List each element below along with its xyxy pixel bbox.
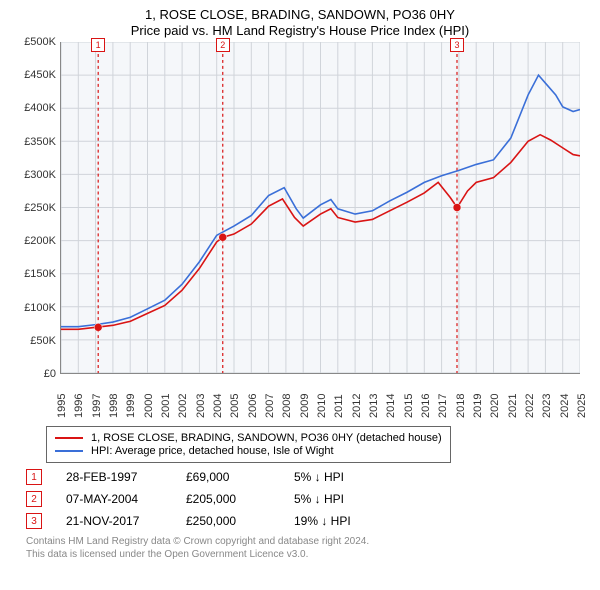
sale-date: 07-MAY-2004 (66, 492, 162, 506)
x-axis-labels: 1995199619971998199920002001200220032004… (60, 374, 580, 422)
x-tick-label: 2008 (281, 394, 283, 418)
x-tick-label: 2018 (455, 394, 457, 418)
x-tick-label: 2000 (143, 394, 145, 418)
sale-row: 1 28-FEB-1997 £69,000 5% ↓ HPI (26, 469, 582, 485)
footer-line2: This data is licensed under the Open Gov… (26, 548, 582, 561)
y-tick-label: £150K (24, 268, 56, 280)
legend-label-hpi: HPI: Average price, detached house, Isle… (91, 445, 334, 457)
y-axis-labels: £0£50K£100K£150K£200K£250K£300K£350K£400… (12, 42, 56, 374)
x-tick-label: 2005 (229, 394, 231, 418)
sale-row: 2 07-MAY-2004 £205,000 5% ↓ HPI (26, 491, 582, 507)
chart-container: £0 £50K £100K £150K £200K £250K £300K £350K £400… (12, 42, 588, 422)
x-tick-label: 2009 (299, 394, 301, 418)
x-tick-label: 2002 (177, 394, 179, 418)
legend-row-hpi: HPI: Average price, detached house, Isle… (55, 445, 442, 457)
sale-marker-box: 3 (450, 38, 464, 52)
x-tick-label: 2014 (385, 394, 387, 418)
sale-price: £205,000 (186, 492, 270, 506)
sale-delta: 19% ↓ HPI (294, 514, 351, 528)
y-tick-label: £400K (24, 102, 56, 114)
y-tick-label: £450K (24, 69, 56, 81)
chart-title-line1: 1, ROSE CLOSE, BRADING, SANDOWN, PO36 0H… (12, 6, 588, 23)
x-tick-label: 2013 (368, 394, 370, 418)
sale-price: £69,000 (186, 470, 270, 484)
x-tick-label: 2022 (524, 394, 526, 418)
sale-row: 3 21-NOV-2017 £250,000 19% ↓ HPI (26, 513, 582, 529)
x-tick-label: 1995 (56, 394, 58, 418)
legend-row-property: 1, ROSE CLOSE, BRADING, SANDOWN, PO36 0H… (55, 432, 442, 444)
x-tick-label: 2012 (351, 394, 353, 418)
y-tick-label: £500K (24, 36, 56, 48)
legend: 1, ROSE CLOSE, BRADING, SANDOWN, PO36 0H… (46, 426, 451, 463)
x-tick-label: 2024 (559, 394, 561, 418)
legend-swatch-blue (55, 450, 83, 452)
x-tick-label: 1999 (125, 394, 127, 418)
sale-delta: 5% ↓ HPI (294, 470, 344, 484)
sale-price: £250,000 (186, 514, 270, 528)
y-tick-label: £250K (24, 202, 56, 214)
x-tick-label: 2017 (437, 394, 439, 418)
x-tick-label: 1996 (73, 394, 75, 418)
x-tick-label: 2020 (489, 394, 491, 418)
x-tick-label: 1998 (108, 394, 110, 418)
chart-svg (61, 42, 580, 373)
sale-index-box: 2 (26, 491, 42, 507)
sale-delta: 5% ↓ HPI (294, 492, 344, 506)
y-tick-label: £200K (24, 235, 56, 247)
footer: Contains HM Land Registry data © Crown c… (26, 535, 582, 561)
plot-area: 123 (60, 42, 580, 374)
footer-line1: Contains HM Land Registry data © Crown c… (26, 535, 582, 548)
sale-index-box: 3 (26, 513, 42, 529)
chart-title-line2: Price paid vs. HM Land Registry's House … (12, 23, 588, 38)
sales-table: 1 28-FEB-1997 £69,000 5% ↓ HPI 2 07-MAY-2004 £… (26, 469, 582, 529)
x-tick-label: 2011 (333, 394, 335, 418)
x-tick-label: 2001 (160, 394, 162, 418)
x-tick-label: 2016 (420, 394, 422, 418)
y-tick-label: £100K (24, 302, 56, 314)
x-tick-label: 2006 (247, 394, 249, 418)
x-tick-label: 2015 (403, 394, 405, 418)
y-tick-label: £300K (24, 169, 56, 181)
x-tick-label: 2003 (195, 394, 197, 418)
y-tick-label: £350K (24, 136, 56, 148)
x-tick-label: 1997 (91, 394, 93, 418)
x-tick-label: 2019 (472, 394, 474, 418)
sale-date: 21-NOV-2017 (66, 514, 162, 528)
x-tick-label: 2021 (507, 394, 509, 418)
sale-marker-box: 1 (91, 38, 105, 52)
y-tick-label: £0 (44, 368, 56, 380)
x-tick-label: 2023 (541, 394, 543, 418)
sale-date: 28-FEB-1997 (66, 470, 162, 484)
legend-swatch-red (55, 437, 83, 439)
sale-index-box: 1 (26, 469, 42, 485)
x-tick-label: 2010 (316, 394, 318, 418)
legend-label-property: 1, ROSE CLOSE, BRADING, SANDOWN, PO36 0H… (91, 432, 442, 444)
x-tick-label: 2025 (576, 394, 578, 418)
x-tick-label: 2004 (212, 394, 214, 418)
y-tick-label: £50K (30, 335, 56, 347)
x-tick-label: 2007 (264, 394, 266, 418)
sale-marker-box: 2 (216, 38, 230, 52)
